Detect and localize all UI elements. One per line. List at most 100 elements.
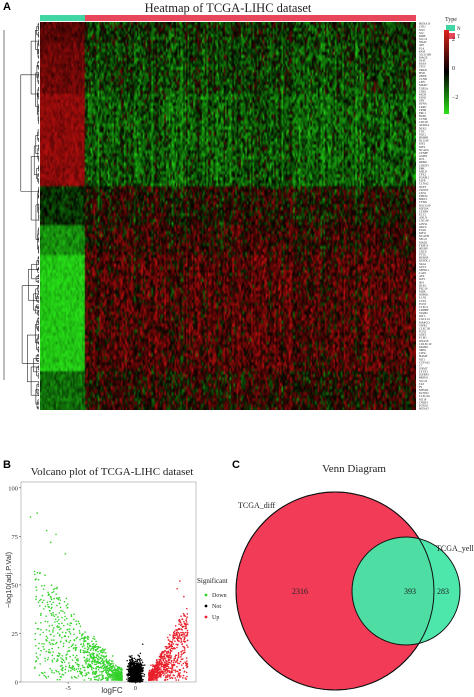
point-not <box>129 675 132 678</box>
point-down <box>35 586 37 588</box>
point-down <box>57 598 60 601</box>
point-down <box>56 678 59 681</box>
point-up <box>148 674 150 677</box>
heatmap-row-label: BUB1B <box>419 256 428 260</box>
point-down <box>63 661 66 663</box>
volcano-legend-marker <box>204 604 208 608</box>
point-up <box>159 667 162 669</box>
point-up <box>160 659 162 662</box>
point-down <box>34 622 37 625</box>
heatmap-row-label: CYP1A2 <box>419 360 430 364</box>
point-up <box>168 654 171 657</box>
heatmap-row-label: HJURP <box>419 246 428 250</box>
point-down <box>60 676 63 678</box>
point-down <box>101 654 103 657</box>
heatmap-row-label: ECT2 <box>419 213 426 217</box>
point-down <box>52 590 55 593</box>
point-up <box>175 629 177 631</box>
point-down <box>69 633 72 635</box>
point-down <box>75 620 77 623</box>
point-up <box>156 667 159 669</box>
point-down <box>58 622 60 625</box>
point-up <box>173 632 175 635</box>
point-down <box>77 667 80 670</box>
point-down <box>91 673 94 675</box>
point-down <box>97 668 100 671</box>
point-down <box>90 653 93 655</box>
point-down <box>50 612 52 615</box>
point-not <box>135 680 137 682</box>
point-down <box>83 651 86 654</box>
point-down <box>120 673 123 675</box>
point-up <box>171 669 173 671</box>
heatmap-dendrogram <box>3 22 40 410</box>
heatmap-row-label: F9 <box>419 385 423 389</box>
point-up <box>178 618 181 621</box>
point-down <box>58 602 61 605</box>
point-up <box>182 667 185 669</box>
point-not <box>131 656 133 659</box>
point-down <box>54 621 56 623</box>
point-up <box>182 640 185 642</box>
point-down <box>81 634 83 636</box>
point-up <box>165 672 168 674</box>
annotation-tumor <box>85 15 416 21</box>
volcano-legend-label: Down <box>212 593 227 599</box>
point-up <box>166 676 169 678</box>
point-up <box>165 645 168 648</box>
heatmap-row-label: KIAA <box>419 62 427 66</box>
point-up <box>169 670 171 672</box>
point-not <box>134 677 136 680</box>
point-not <box>135 678 137 681</box>
heatmap-row-label: CNDP1 <box>419 400 429 404</box>
point-up <box>172 647 175 650</box>
point-down <box>94 676 96 678</box>
point-down <box>101 648 104 650</box>
point-down <box>61 661 64 664</box>
point-down <box>65 658 68 660</box>
point-not <box>133 663 136 666</box>
point-down <box>34 638 37 641</box>
point-up <box>163 661 166 663</box>
point-down <box>97 674 100 677</box>
point-not <box>131 655 133 657</box>
point-not <box>127 675 129 677</box>
y-tick-label: 75 <box>12 534 19 541</box>
point-down <box>103 657 105 659</box>
heatmap-row-label: CSE1 <box>419 25 426 29</box>
point-down <box>52 629 54 631</box>
point-down <box>51 671 53 674</box>
point-down <box>49 643 52 645</box>
point-down <box>90 668 93 671</box>
point-down <box>66 607 69 609</box>
point-up <box>173 657 176 660</box>
heatmap-row-label: CCNB <box>419 117 427 121</box>
point-up <box>184 625 187 628</box>
point-down <box>93 678 96 681</box>
point-down <box>74 656 77 659</box>
point-down <box>88 658 91 660</box>
point-down <box>55 669 57 672</box>
point-down <box>42 645 45 648</box>
heatmap-row-label: MAGE <box>419 55 428 59</box>
y-tick-label: 50 <box>12 582 19 589</box>
point-down <box>77 620 80 623</box>
point-down <box>101 676 104 678</box>
heatmap-row-label: SKA1 <box>419 262 427 266</box>
point-up <box>158 664 161 667</box>
point-up <box>173 630 176 633</box>
point-up <box>183 649 186 651</box>
heatmap-row-label: EXO1 <box>419 228 427 232</box>
point-up <box>166 665 169 668</box>
point-down <box>95 656 97 659</box>
point-down <box>47 591 49 594</box>
point-up <box>183 622 186 625</box>
point-down <box>42 588 45 590</box>
point-down <box>88 660 91 662</box>
point-down <box>84 674 87 677</box>
point-up <box>177 631 180 634</box>
point-down <box>72 654 75 656</box>
point-down <box>67 670 70 672</box>
point-down <box>60 657 62 659</box>
point-down <box>94 670 97 673</box>
